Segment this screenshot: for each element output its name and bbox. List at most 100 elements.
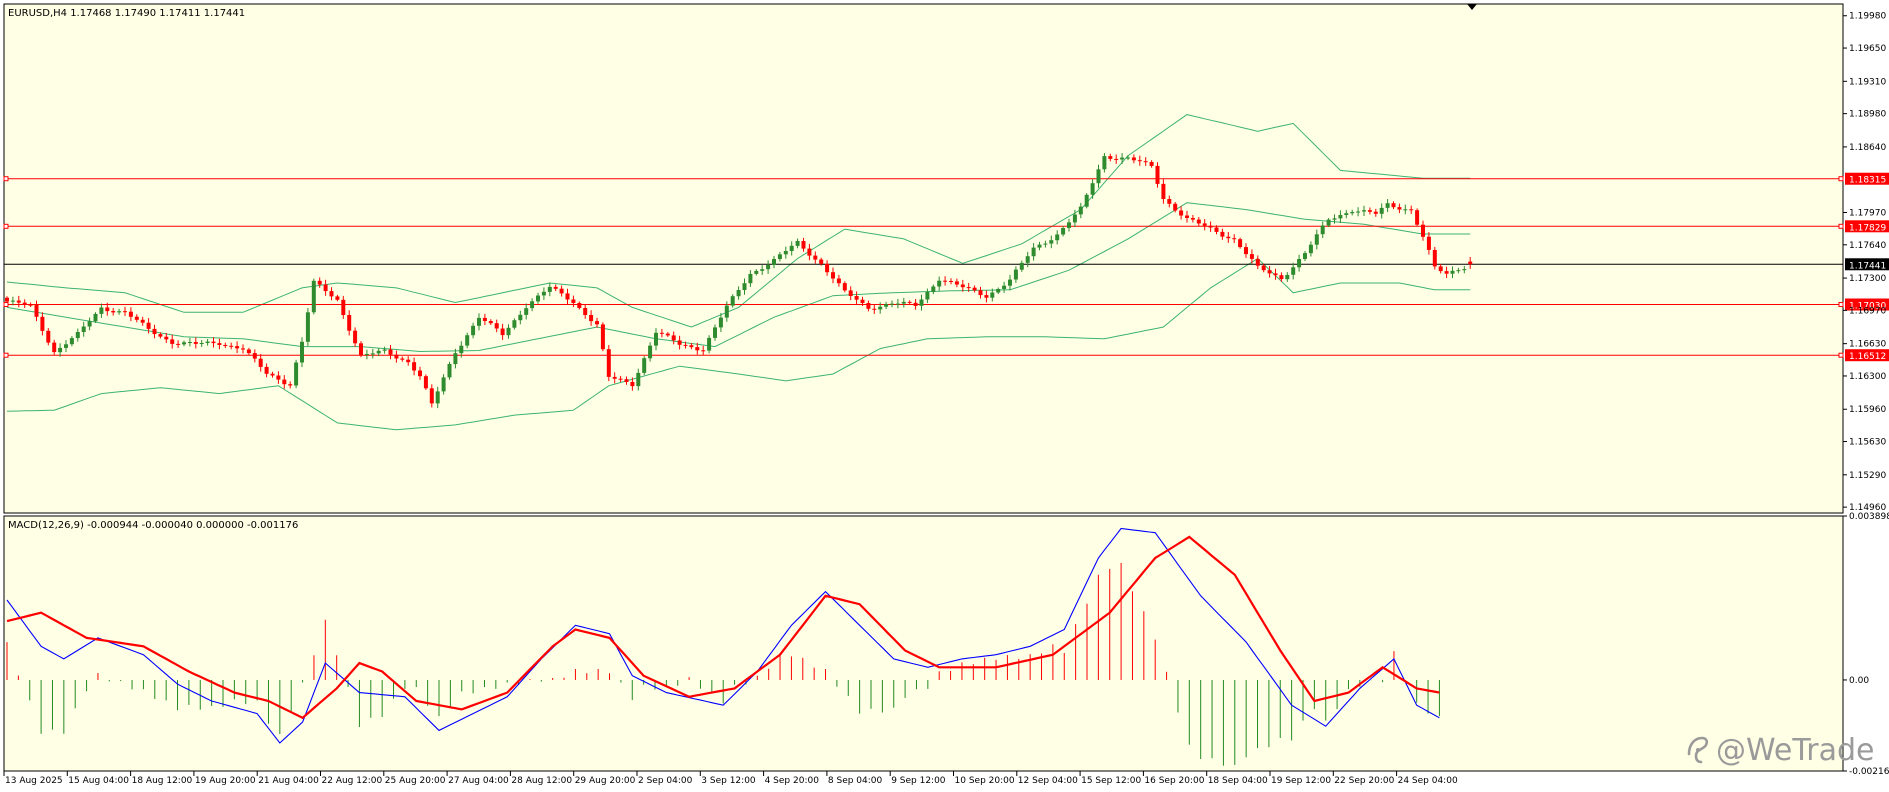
candle-body <box>512 320 517 328</box>
candle-body <box>223 345 228 346</box>
candle-body <box>937 280 942 287</box>
time-tick-label: 12 Sep 04:00 <box>1018 776 1078 786</box>
candle-body <box>1379 207 1384 214</box>
symbol-info: EURUSD,H4 1.17468 1.17490 1.17411 1.1744… <box>8 8 245 19</box>
candle-body <box>801 241 806 249</box>
candle-body <box>317 280 322 285</box>
horizontal-levels[interactable]: 1.18315 1.17829 1.17030 1.16512 1.17441 <box>3 172 1889 362</box>
candle-body <box>1167 199 1172 204</box>
candle-body <box>364 354 369 355</box>
candle-body <box>1102 156 1107 170</box>
candle-body <box>494 323 499 329</box>
candle-body <box>907 301 912 303</box>
candle-body <box>677 340 682 345</box>
level-handle-right <box>1838 223 1844 229</box>
candle-body <box>229 345 234 347</box>
candle-body <box>1226 236 1231 239</box>
time-tick-label: 10 Sep 20:00 <box>955 776 1015 786</box>
price-tick-label: 1.15630 <box>1849 438 1886 448</box>
candle-body <box>270 373 275 376</box>
candle-body <box>1214 227 1219 232</box>
candle-body <box>412 362 417 371</box>
candle-body <box>1267 270 1272 274</box>
candle-body <box>595 321 599 325</box>
candle-body <box>46 330 51 343</box>
shift-marker-icon[interactable] <box>1467 4 1477 10</box>
price-tick-label: 1.14960 <box>1849 503 1886 513</box>
candle-body <box>264 366 269 374</box>
candle-body <box>606 349 611 377</box>
candle-body <box>252 353 257 359</box>
macd-tick-label: 0.003898 <box>1849 512 1889 522</box>
bollinger-lower-line <box>6 257 1471 431</box>
macd-panel[interactable] <box>3 515 1844 772</box>
candle-body <box>1332 218 1337 220</box>
wetrade-logo-icon <box>1687 736 1709 764</box>
candle-body <box>1072 214 1077 223</box>
candle-body <box>683 344 688 346</box>
candle-body <box>860 299 865 303</box>
candle-body <box>1415 210 1420 225</box>
candle-body <box>217 343 222 345</box>
candle-body <box>170 339 175 344</box>
candle-body <box>93 313 98 322</box>
candle-body <box>1279 275 1284 280</box>
candle-body <box>376 350 381 354</box>
candle-body <box>1356 211 1361 213</box>
candle-body <box>665 333 670 336</box>
candle-body <box>713 327 717 338</box>
candle-body <box>919 299 924 306</box>
candle-body <box>329 291 334 297</box>
candle-body <box>1196 219 1201 224</box>
candle-body <box>1373 211 1378 214</box>
candle-body <box>583 308 588 315</box>
candle-body <box>64 344 68 348</box>
price-tick-label: 1.16300 <box>1849 372 1886 382</box>
candle-body <box>1013 269 1018 280</box>
candle-body <box>766 265 771 270</box>
candle-body <box>589 315 594 322</box>
candle-body <box>1232 238 1237 240</box>
candle-body <box>323 284 328 292</box>
candle-body <box>1297 259 1302 268</box>
candle-body <box>347 315 352 331</box>
candle-body <box>176 343 181 345</box>
candle-body <box>5 297 9 302</box>
candle-body <box>1326 219 1331 226</box>
candle-body <box>382 349 387 351</box>
candle-body <box>541 291 546 296</box>
candle-body <box>81 326 86 332</box>
candle-body <box>1155 165 1160 184</box>
candle-body <box>925 292 930 300</box>
candle-body <box>836 278 841 284</box>
level-price-tag <box>1845 349 1889 362</box>
time-axis[interactable]: 13 Aug 2025 15 Aug 04:00 18 Aug 12:00 19 Au… <box>3 771 1458 786</box>
candle-body <box>831 272 835 279</box>
time-tick-label: 16 Sep 20:00 <box>1144 776 1204 786</box>
candle-body <box>406 359 411 363</box>
candle-body <box>1285 274 1290 280</box>
level-handle-left <box>3 223 9 229</box>
candle-body <box>890 303 894 305</box>
candle-body <box>111 311 116 313</box>
candle-body <box>571 299 576 303</box>
candle-body <box>453 353 458 365</box>
candle-body <box>996 289 1001 293</box>
candle-body <box>246 349 251 354</box>
candle-body <box>1067 222 1071 228</box>
candle-body <box>1450 270 1455 274</box>
candle-body <box>689 345 694 348</box>
candle-body <box>1190 218 1195 220</box>
price-axis[interactable]: 1.19980 1.19650 1.19310 1.18980 1.18640 1.179… <box>1843 12 1889 777</box>
candle-body <box>1185 215 1189 218</box>
candle-body <box>1143 161 1148 163</box>
price-panel[interactable] <box>3 3 1844 514</box>
candle-body <box>465 335 470 346</box>
time-tick-label: 8 Sep 04:00 <box>828 776 883 786</box>
candle-body <box>630 382 635 387</box>
candle-body <box>1131 157 1136 161</box>
candle-body <box>1456 270 1461 272</box>
candle-body <box>341 299 346 315</box>
candle-body <box>972 287 977 291</box>
